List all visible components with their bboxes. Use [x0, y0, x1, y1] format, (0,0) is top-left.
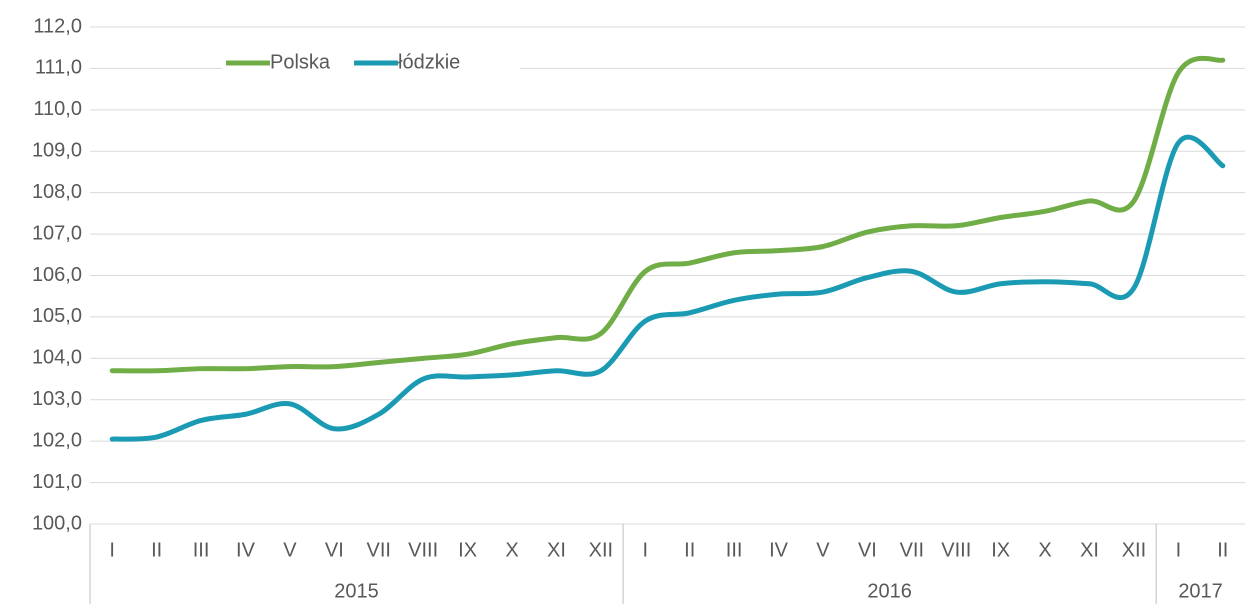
series-line	[109, 134, 1226, 442]
x-tick-label: III	[726, 539, 743, 561]
x-tick-label: IX	[458, 539, 477, 561]
x-tick-label: V	[816, 539, 830, 561]
x-tick-label: XII	[589, 539, 613, 561]
legend-label: łódzkie	[398, 51, 460, 73]
x-tick-label: VIII	[408, 539, 438, 561]
year-label: 2015	[334, 580, 379, 602]
y-tick-label: 106,0	[32, 264, 82, 286]
x-tick-label: IV	[236, 539, 256, 561]
x-tick-label: VIII	[941, 539, 971, 561]
x-tick-label: XII	[1122, 539, 1146, 561]
y-tick-label: 104,0	[32, 347, 82, 369]
y-tick-label: 102,0	[32, 429, 82, 451]
y-tick-label: 105,0	[32, 305, 82, 327]
y-tick-label: 111,0	[35, 57, 82, 79]
y-tick-label: 107,0	[32, 222, 82, 244]
x-tick-label: II	[1217, 539, 1228, 561]
x-tick-label: X	[505, 539, 518, 561]
series-line	[109, 55, 1226, 374]
x-tick-label: XI	[547, 539, 566, 561]
y-tick-label: 108,0	[32, 181, 82, 203]
x-tick-label: VII	[900, 539, 924, 561]
x-tick-label: VII	[367, 539, 391, 561]
x-tick-label: IV	[769, 539, 789, 561]
x-tick-label: I	[643, 539, 649, 561]
x-tick-label: V	[283, 539, 297, 561]
y-tick-label: 110,0	[33, 98, 82, 120]
y-tick-label: 109,0	[32, 140, 82, 162]
x-tick-label: VI	[325, 539, 344, 561]
x-tick-label: I	[1176, 539, 1182, 561]
x-tick-label: II	[151, 539, 162, 561]
y-tick-label: 112,0	[33, 15, 82, 37]
x-tick-label: II	[684, 539, 695, 561]
y-tick-label: 100,0	[32, 512, 82, 534]
year-label: 2016	[867, 580, 912, 602]
x-tick-label: XI	[1080, 539, 1099, 561]
legend-label: Polska	[270, 51, 331, 73]
x-tick-label: IX	[991, 539, 1010, 561]
x-tick-label: VI	[858, 539, 877, 561]
x-tick-label: III	[193, 539, 210, 561]
y-tick-label: 103,0	[32, 388, 82, 410]
y-tick-label: 101,0	[32, 471, 82, 493]
x-tick-label: X	[1038, 539, 1051, 561]
x-tick-label: I	[109, 539, 115, 561]
year-label: 2017	[1178, 580, 1223, 602]
